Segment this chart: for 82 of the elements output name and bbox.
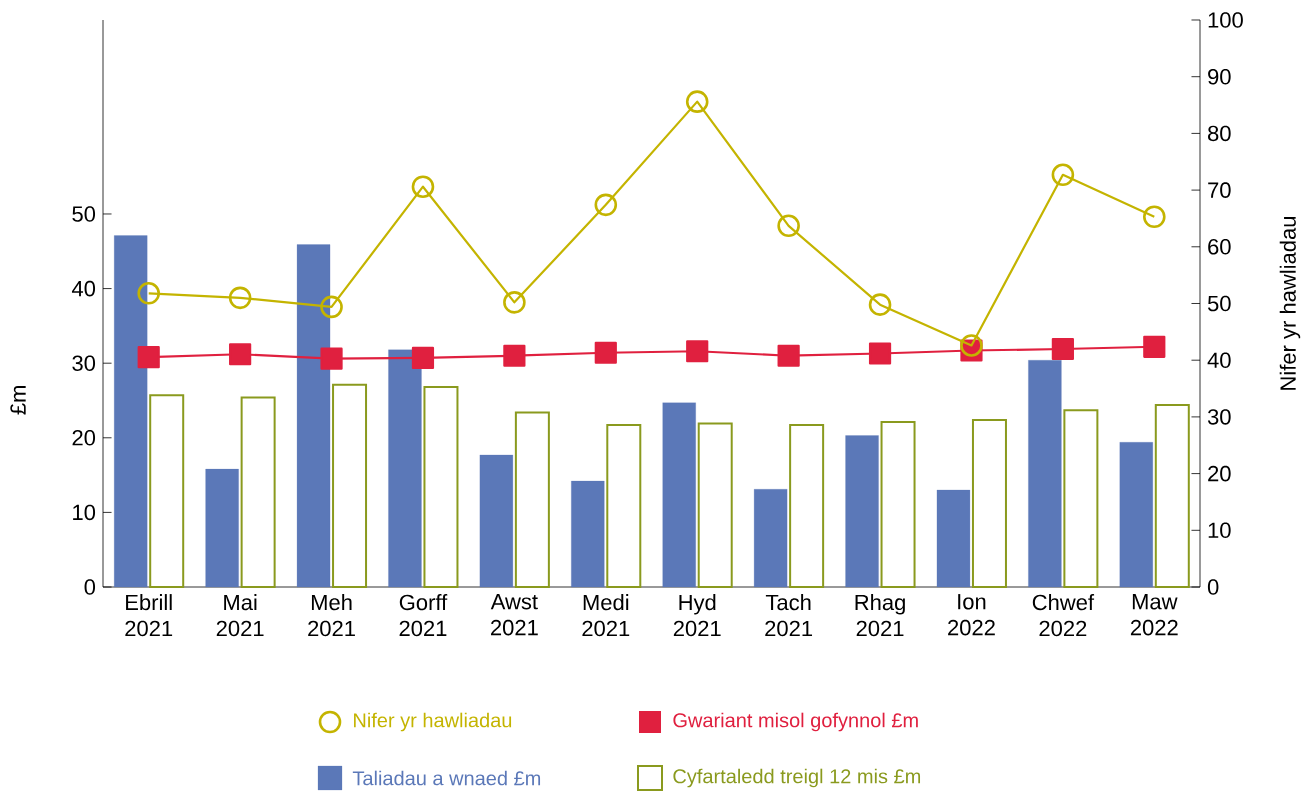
y2-tick-label: 60 xyxy=(1208,239,1231,255)
bar xyxy=(845,435,879,588)
bar xyxy=(789,424,825,588)
x-tick-label: Hyd 2021 xyxy=(673,594,721,637)
x-tick-label: Ion 2022 xyxy=(948,594,995,636)
bar xyxy=(936,489,971,588)
point xyxy=(1143,335,1166,358)
y2-tick-label: 40 xyxy=(1207,352,1231,368)
point xyxy=(229,343,252,366)
bar xyxy=(149,394,185,588)
y2-tick-label: 10 xyxy=(1208,522,1231,539)
bar xyxy=(697,422,733,588)
bar xyxy=(114,235,148,588)
y2-tick-label: 80 xyxy=(1208,125,1231,142)
point xyxy=(228,286,252,310)
bar xyxy=(571,480,605,588)
point xyxy=(685,90,709,113)
point xyxy=(1051,337,1074,361)
x-tick-label: Mai 2021 xyxy=(216,594,264,637)
point xyxy=(503,344,526,367)
y-tick-label: 20 xyxy=(72,430,96,446)
legend-label: Gwariant misol gofynnol £m xyxy=(673,712,918,732)
point xyxy=(777,214,800,238)
point xyxy=(594,341,617,364)
bar xyxy=(240,396,276,588)
point xyxy=(594,193,618,217)
y2-tick-label: 20 xyxy=(1208,465,1231,482)
legend-label: Taliadau a wnaed £m xyxy=(352,770,541,786)
bar xyxy=(296,244,331,588)
bar xyxy=(1154,403,1190,588)
bar xyxy=(423,386,459,588)
x-tick-label: Ebrill 2021 xyxy=(125,594,173,637)
y2-tick-label: 50 xyxy=(1207,295,1231,312)
bar xyxy=(479,454,513,588)
y-tick-label: 30 xyxy=(72,355,96,371)
y-tick-label: 0 xyxy=(84,579,96,595)
y2-tick-label: 90 xyxy=(1208,68,1231,85)
point xyxy=(411,346,435,370)
point xyxy=(868,342,892,365)
bar xyxy=(514,411,550,588)
point xyxy=(868,293,892,316)
x-tick-label: Gorff 2021 xyxy=(399,594,448,637)
point xyxy=(686,340,709,363)
y-tick-label: 40 xyxy=(71,280,96,297)
legend-label: Cyfartaledd treigl 12 mis £m xyxy=(673,768,921,788)
y2-tick-label: 30 xyxy=(1207,409,1231,425)
y-axis-title: £m xyxy=(10,386,26,415)
y-tick-label: 50 xyxy=(72,206,96,222)
bar xyxy=(388,349,422,588)
point xyxy=(777,344,800,367)
x-tick-label: Chwef 2022 xyxy=(1032,594,1095,637)
x-tick-label: Tach 2021 xyxy=(765,594,813,637)
bar xyxy=(606,424,642,588)
y2-tick-label: 70 xyxy=(1208,182,1231,198)
bar xyxy=(880,421,916,588)
point xyxy=(1051,163,1075,187)
bar xyxy=(1028,360,1062,588)
point xyxy=(1143,205,1166,229)
bar xyxy=(332,383,368,588)
y2-axis-title: Nifer yr hawliadau xyxy=(1279,216,1301,390)
x-tick-label: Awst 2021 xyxy=(490,594,538,636)
bar xyxy=(754,489,788,588)
point xyxy=(411,175,435,198)
legend-label: Nifer yr hawliadau xyxy=(354,712,512,732)
point xyxy=(960,334,983,357)
point xyxy=(137,346,160,369)
bar xyxy=(662,402,696,588)
y2-tick-label: 0 xyxy=(1207,579,1219,595)
point xyxy=(320,295,343,319)
bar xyxy=(971,418,1007,588)
point xyxy=(320,347,343,370)
point xyxy=(137,281,161,305)
bar xyxy=(1063,409,1099,588)
x-tick-label: Rhag 2021 xyxy=(855,594,905,637)
x-tick-label: Maw 2022 xyxy=(1130,594,1178,636)
y2-tick-label: 100 xyxy=(1208,12,1243,28)
point xyxy=(503,291,526,314)
bar xyxy=(205,469,239,588)
x-tick-label: Medi 2021 xyxy=(582,594,630,637)
x-tick-label: Meh 2021 xyxy=(308,594,355,637)
y-tick-label: 10 xyxy=(73,504,96,521)
bar xyxy=(1119,442,1153,588)
